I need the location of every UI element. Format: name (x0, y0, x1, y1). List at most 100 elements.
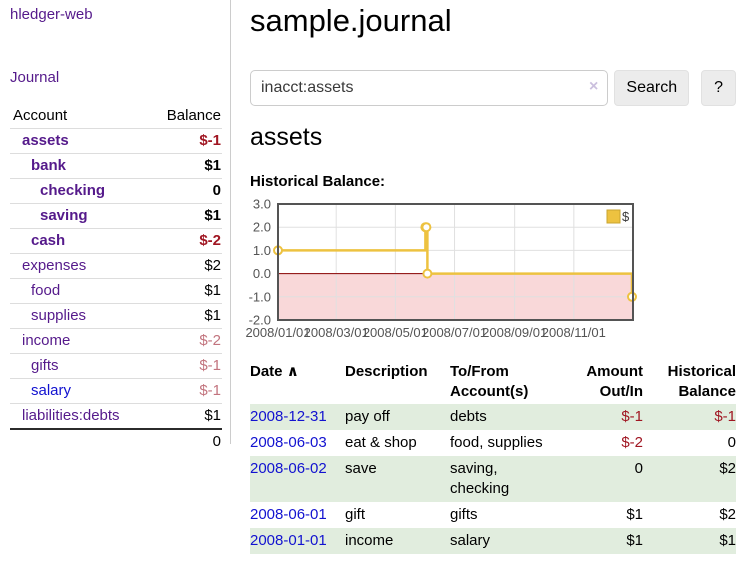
search-input[interactable] (250, 70, 609, 106)
account-cell: assets (10, 128, 149, 154)
register-row: 2008-06-01 gift gifts $1 $2 (250, 502, 736, 528)
register-date-cell: 2008-06-02 (250, 456, 345, 502)
accounts-table: Account Balance assets $-1 bank $1 checking 0… (10, 105, 222, 454)
account-link-food[interactable]: food (31, 282, 61, 299)
data-point-marker (422, 268, 433, 279)
transaction-date-link[interactable]: 2008-06-01 (250, 506, 327, 523)
account-row: saving $1 (10, 203, 222, 229)
register-amount-cell: $-2 (621, 434, 643, 451)
register-date-cell: 2008-12-31 (250, 404, 345, 430)
account-row: gifts $-1 (10, 353, 222, 379)
register-balance-cell: $2 (719, 506, 736, 523)
main-content: sample.journal × Search ? assets Histori… (245, 0, 736, 554)
register-row: 2008-12-31 pay off debts $-1 $-1 (250, 404, 736, 430)
accounts-header-row: Account Balance (10, 105, 222, 129)
account-row: food $1 (10, 278, 222, 304)
legend-label: $ (622, 209, 630, 224)
account-balance: $-2 (148, 228, 222, 254)
transaction-date-link[interactable]: 2008-01-01 (250, 532, 327, 549)
account-row: income $-2 (10, 328, 222, 354)
register-accounts-cell: salary (450, 532, 491, 549)
account-link-salary[interactable]: salary (31, 382, 72, 399)
register-description-cell: pay off (345, 408, 390, 425)
account-link-gifts[interactable]: gifts (31, 357, 59, 374)
account-cell: saving (10, 203, 149, 229)
account-row: liabilities:debts $1 (10, 403, 222, 429)
account-balance: $-1 (148, 353, 222, 379)
account-balance: $-1 (148, 128, 222, 154)
transaction-date-link[interactable]: 2008-06-02 (250, 460, 327, 477)
transaction-date-link[interactable]: 2008-06-03 (250, 434, 327, 451)
account-row: supplies $1 (10, 303, 222, 329)
x-tick-label: 2008/05/01 (363, 325, 428, 340)
y-tick-label: 2.0 (253, 220, 271, 235)
account-balance: $1 (148, 278, 222, 304)
account-balance: 0 (148, 178, 222, 204)
account-cell: expenses (10, 253, 149, 279)
y-tick-label: 3.0 (253, 197, 271, 212)
account-cell: bank (10, 153, 149, 179)
register-accounts-cell: debts (450, 408, 487, 425)
register-date-cell: 2008-06-01 (250, 502, 345, 528)
search-button[interactable]: Search (614, 70, 690, 106)
search-input-wrap: × (250, 70, 609, 106)
account-row: bank $1 (10, 153, 222, 179)
y-tick-label: 0.0 (253, 266, 271, 281)
account-link-supplies[interactable]: supplies (31, 307, 87, 324)
account-link-bank[interactable]: bank (31, 157, 67, 174)
account-balance: $1 (148, 153, 222, 179)
account-link-income[interactable]: income (22, 332, 71, 349)
account-heading: assets (250, 123, 323, 151)
register-accounts-cell: saving, checking (450, 460, 510, 497)
x-tick-label: 2008/03/01 (304, 325, 369, 340)
x-tick-label: 2008/11/01 (542, 325, 606, 340)
account-cell: supplies (10, 303, 149, 329)
account-link-expenses[interactable]: expenses (22, 257, 87, 274)
account-balance: $1 (148, 403, 222, 429)
accounts-total-spacer (10, 428, 149, 454)
legend-swatch (606, 209, 621, 224)
account-balance: $1 (148, 203, 222, 229)
transaction-date-link[interactable]: 2008-12-31 (250, 408, 327, 425)
account-row: assets $-1 (10, 128, 222, 154)
register-amount-cell: $1 (626, 532, 643, 549)
register-row: 2008-01-01 income salary $1 $1 (250, 528, 736, 554)
data-point-marker (421, 222, 432, 233)
register-date-cell: 2008-06-03 (250, 430, 345, 456)
account-cell: salary (10, 378, 149, 404)
account-row: cash $-2 (10, 228, 222, 254)
register-balance-cell: 0 (727, 434, 736, 451)
register-amount-cell: 0 (634, 460, 643, 477)
account-link-liabilities-debts[interactable]: liabilities:debts (22, 407, 120, 424)
chart-svg: $3.0 2.0 1.0 0.0 -1.0 -2.02008/01/012008/03/0… (245, 197, 637, 340)
account-balance: $-1 (148, 378, 222, 404)
y-tick-label: -2.0 (249, 313, 271, 328)
account-link-cash[interactable]: cash (31, 232, 66, 249)
register-amount-cell: $1 (626, 506, 643, 523)
y-tick-label: 1.0 (253, 243, 271, 258)
register-description-cell: income (345, 532, 394, 549)
register-amount-cell: $-1 (621, 408, 643, 425)
register-header-date[interactable]: Date ∧ (250, 363, 299, 380)
register-date-cell: 2008-01-01 (250, 528, 345, 554)
account-balance: $2 (148, 253, 222, 279)
register-description-cell: save (345, 460, 377, 477)
accounts-header-account: Account (13, 107, 68, 124)
sidebar-item-journal[interactable]: Journal (10, 69, 60, 86)
historical-balance-chart: $3.0 2.0 1.0 0.0 -1.0 -2.0 2008/01/01 2008/03/0… (245, 197, 736, 347)
account-row: salary $-1 (10, 378, 222, 404)
account-link-checking[interactable]: checking (40, 182, 106, 199)
account-link-assets[interactable]: assets (22, 132, 69, 149)
account-balance: $-2 (148, 328, 222, 354)
account-cell: income (10, 328, 149, 354)
register-description-cell: eat & shop (345, 434, 417, 451)
clear-search-icon[interactable]: × (589, 78, 599, 95)
account-cell: food (10, 278, 149, 304)
search-help-button[interactable]: ? (701, 70, 736, 106)
account-link-saving[interactable]: saving (40, 207, 88, 224)
brand-link[interactable]: hledger-web (10, 6, 93, 23)
register-header-description: Description (345, 363, 428, 380)
register-header-row: Date ∧ Description To/From Account(s) Am… (250, 360, 736, 404)
register-header-amount: Amount Out/In (586, 363, 643, 400)
register-balance-cell: $1 (719, 532, 736, 549)
